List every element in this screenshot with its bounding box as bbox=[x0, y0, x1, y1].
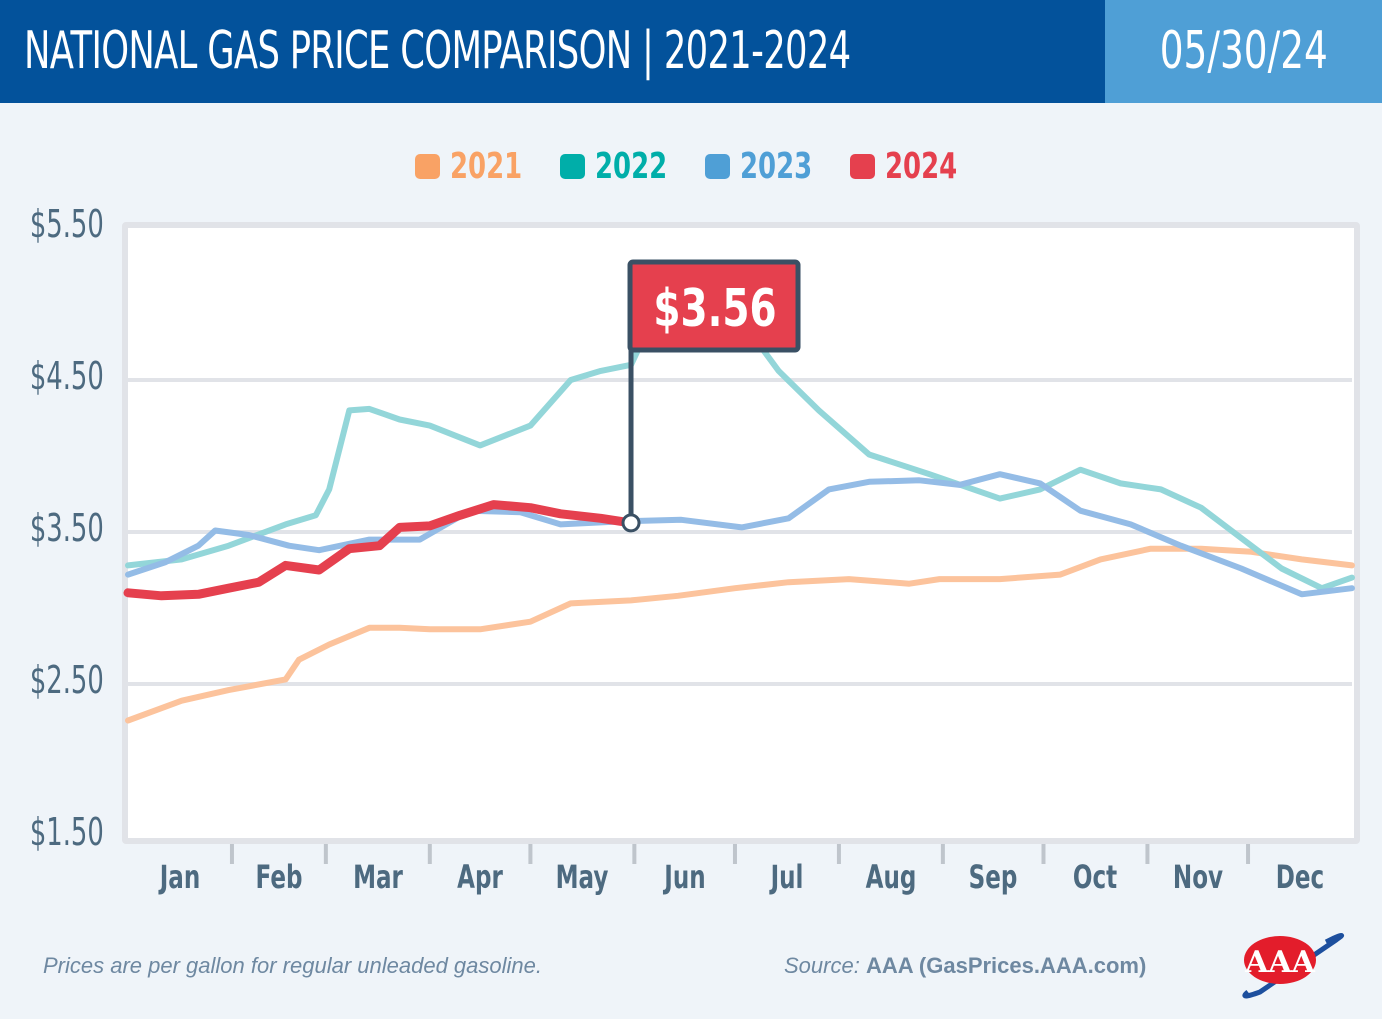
logo-swoosh bbox=[1242, 932, 1344, 999]
x-tick-label: Jul bbox=[770, 858, 804, 896]
flag-box bbox=[627, 259, 801, 353]
logo-text: AAA bbox=[1244, 945, 1316, 980]
current-point-marker bbox=[621, 513, 641, 533]
x-tick-label: Feb bbox=[255, 858, 303, 896]
logo-oval bbox=[1244, 936, 1316, 984]
title-bar: NATIONAL GAS PRICE COMPARISON | 2021-202… bbox=[0, 0, 1105, 103]
y-tick-label: $3.50 bbox=[30, 506, 104, 550]
x-tick-label: Sep bbox=[968, 858, 1018, 896]
footnote: Prices are per gallon for regular unlead… bbox=[43, 953, 542, 978]
source-prefix: Source: bbox=[784, 953, 860, 978]
aaa-logo: AAA bbox=[1242, 932, 1344, 999]
legend-item-2024: 2024 bbox=[850, 146, 967, 187]
legend-item-2021: 2021 bbox=[415, 146, 532, 187]
series-line-2024 bbox=[123, 500, 636, 601]
legend-item-2023: 2023 bbox=[705, 146, 822, 187]
x-tick-label: Mar bbox=[352, 858, 403, 896]
x-tick-label: May bbox=[555, 858, 609, 896]
series-line-2021 bbox=[125, 545, 1355, 724]
page-title: NATIONAL GAS PRICE COMPARISON | 2021-202… bbox=[24, 21, 851, 81]
legend-swatch bbox=[850, 154, 875, 179]
legend-swatch bbox=[560, 154, 585, 179]
x-tick-label: Nov bbox=[1172, 858, 1223, 896]
legend-item-2022: 2022 bbox=[560, 146, 677, 187]
y-tick-label: $5.50 bbox=[30, 202, 104, 246]
flag-label: $3.56 bbox=[653, 277, 776, 338]
source-credit: Source: AAA (GasPrices.AAA.com) bbox=[784, 953, 1146, 979]
series-line-2023 bbox=[125, 471, 1355, 598]
x-tick-label: Dec bbox=[1275, 858, 1325, 896]
x-tick-label: Oct bbox=[1073, 858, 1118, 896]
legend-swatch bbox=[705, 154, 730, 179]
source-name: AAA (GasPrices.AAA.com) bbox=[865, 953, 1147, 978]
y-tick-label: $2.50 bbox=[30, 658, 104, 702]
date-badge: 05/30/24 bbox=[1105, 0, 1382, 103]
x-tick-label: Aug bbox=[865, 858, 917, 896]
x-tick-label: Jan bbox=[159, 858, 201, 896]
chart-legend: 2021 2022 2023 2024 bbox=[0, 146, 1382, 187]
x-tick-label: Apr bbox=[457, 858, 503, 896]
date-label: 05/30/24 bbox=[1159, 21, 1328, 81]
y-tick-label: $4.50 bbox=[30, 354, 104, 398]
legend-swatch bbox=[415, 154, 440, 179]
y-tick-label: $1.50 bbox=[30, 810, 104, 854]
x-tick-label: Jun bbox=[663, 858, 706, 896]
